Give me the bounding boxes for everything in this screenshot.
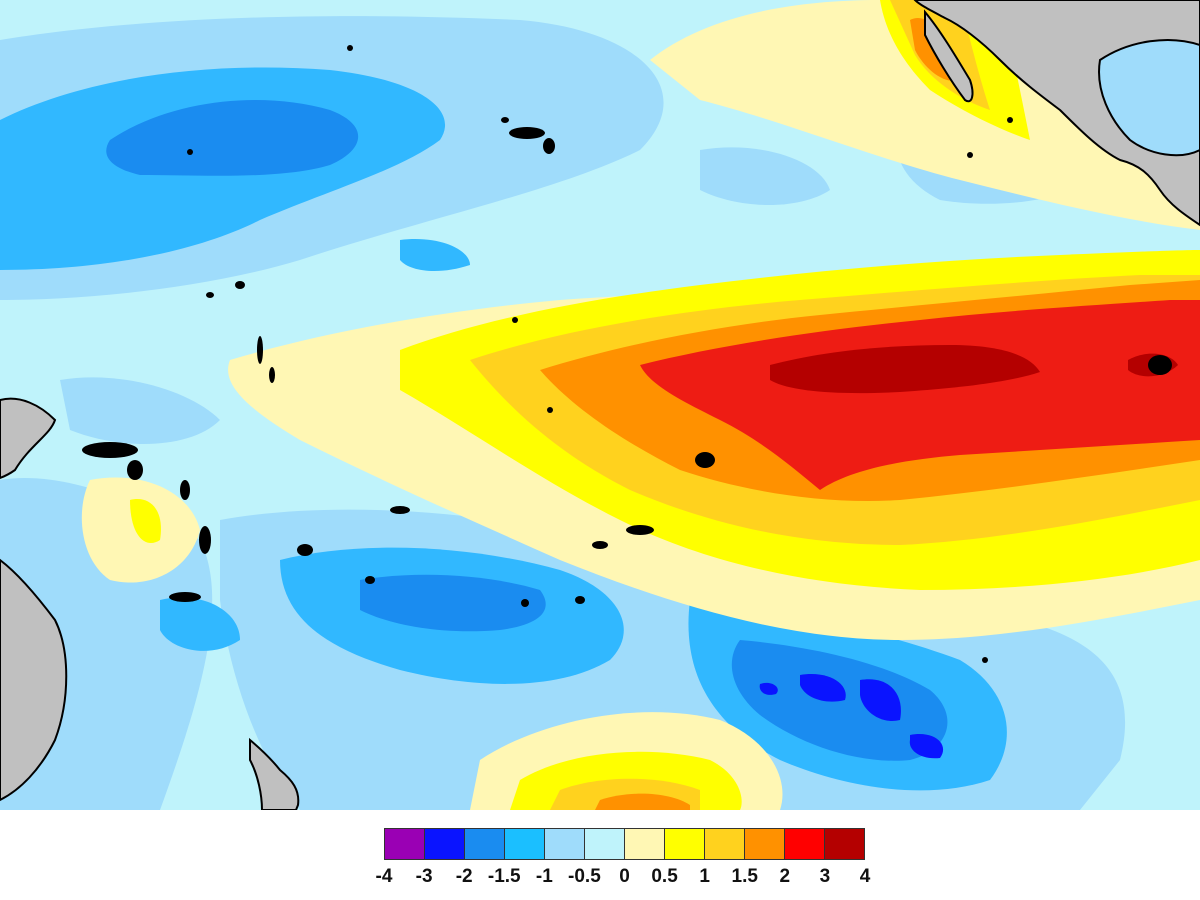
legend-tick-label: 3 (819, 866, 831, 887)
legend-swatch (585, 829, 625, 859)
new-guinea-land (0, 397, 57, 480)
legend-tick-label: -2 (455, 866, 473, 887)
gulf-of-mexico (1098, 39, 1200, 157)
legend-swatch (825, 829, 864, 859)
legend-swatch (545, 829, 585, 859)
legend-swatch (505, 829, 545, 859)
legend-tick-label: 2 (779, 866, 791, 887)
baja-peninsula (924, 9, 974, 103)
legend-swatch (745, 829, 785, 859)
legend-tick-label: 0.5 (651, 866, 678, 887)
color-scale-legend (384, 828, 865, 860)
legend-tick-label: 1.5 (731, 866, 758, 887)
legend-tick-label: -3 (415, 866, 433, 887)
legend-swatch (425, 829, 465, 859)
legend-tick-label: -0.5 (568, 866, 601, 887)
legend-tick-label: -4 (375, 866, 393, 887)
legend-tick-label: -1.5 (487, 866, 521, 887)
positive-strong-region (640, 300, 1200, 490)
legend-swatch (465, 829, 505, 859)
new-zealand-north (249, 737, 300, 810)
sst-anomaly-map (0, 0, 1200, 810)
australia-land (0, 558, 68, 802)
legend-swatch (705, 829, 745, 859)
legend-tick-label: -1 (535, 866, 553, 887)
land-masses (0, 0, 1200, 810)
legend-swatch (665, 829, 705, 859)
negative-extreme-region (759, 674, 944, 759)
color-scale-ticks: -4 -3 -2 -1.5 -1 -0.5 0 0.5 1 1.5 2 3 4 (376, 866, 871, 892)
legend-swatch (625, 829, 665, 859)
legend-tick-label: 0 (619, 866, 630, 887)
legend-tick-label: 1 (699, 866, 710, 887)
legend-swatch (785, 829, 825, 859)
legend-tick-label: 4 (859, 866, 871, 887)
anomaly-field (0, 0, 1200, 810)
legend-swatch (385, 829, 425, 859)
pacific-islands (82, 45, 1172, 663)
